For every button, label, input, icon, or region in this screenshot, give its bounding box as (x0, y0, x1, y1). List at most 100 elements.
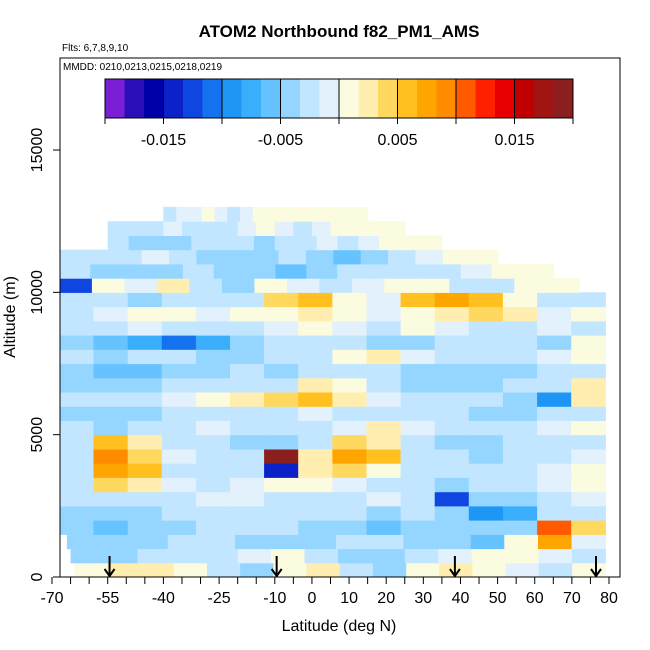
curtain-cell (176, 206, 190, 222)
curtain-cell (434, 491, 470, 507)
curtain-cell (161, 505, 197, 521)
curtain-cell (230, 420, 265, 436)
colorbar-tick-label: 0.005 (377, 132, 417, 149)
colorbar-swatch (222, 79, 242, 118)
y-tick-label: 0 (29, 572, 46, 581)
curtain-cell (522, 263, 554, 279)
curtain-cell (264, 505, 299, 521)
curtain-cell (468, 306, 504, 322)
curtain-cell (127, 306, 163, 322)
curtain-cell (400, 406, 436, 421)
y-tick-label: 15000 (29, 128, 46, 173)
curtain-cell (571, 320, 606, 336)
curtain-cell (366, 306, 402, 322)
down-arrow-icon (270, 556, 283, 578)
curtain-cell (107, 235, 130, 251)
colorbar-swatch (553, 79, 574, 118)
curtain-cell (468, 520, 504, 535)
curtain-cell (253, 235, 276, 251)
curtain-cell (240, 206, 254, 222)
curtain-cell (400, 292, 436, 308)
curtain-cell (264, 377, 299, 393)
curtain-cell (156, 278, 190, 293)
curtain-cell (298, 448, 333, 464)
curtain-cell (161, 306, 197, 322)
curtain-cell (127, 335, 163, 350)
curtain-cell (60, 306, 95, 322)
curtain-cell (434, 349, 470, 365)
curtain-cell (60, 406, 95, 421)
curtain-cell (161, 335, 197, 350)
curtain-cell (60, 349, 95, 365)
curtain-cell (298, 520, 333, 535)
curtain-cell (434, 477, 470, 493)
curtain-cell (337, 548, 372, 564)
colorbar-swatch (144, 79, 164, 118)
curtain-cell (502, 335, 538, 350)
curtain-cell (434, 406, 470, 421)
curtain-cell (502, 448, 538, 464)
curtain-cell (537, 448, 572, 464)
curtain-cell (571, 463, 606, 478)
curtain-cell (93, 406, 129, 421)
curtain-cell (366, 434, 402, 450)
curtain-cell (468, 477, 504, 493)
curtain-cell (537, 434, 572, 450)
curtain-cell (400, 235, 422, 251)
curtain-cell (502, 463, 538, 478)
curtain-cell (93, 420, 129, 436)
curtain-cell (537, 520, 572, 535)
curtain-cell (286, 278, 320, 293)
curtain-cell (60, 249, 88, 265)
curtain-cell (298, 306, 333, 322)
curtain-cell (332, 363, 368, 379)
curtain-cell (367, 221, 387, 236)
curtain-cell (195, 320, 231, 336)
curtain-cell (161, 434, 197, 450)
arrow-head (449, 568, 461, 578)
curtain-cell (366, 335, 402, 350)
curtain-cell (107, 221, 127, 236)
colorbar-swatch (261, 79, 281, 118)
curtain-cell (537, 363, 572, 379)
colorbar-swatch (124, 79, 145, 118)
curtain-cell (388, 249, 417, 265)
colorbar-swatch (397, 79, 418, 118)
curtain-cell (366, 406, 402, 421)
curtain-cell (169, 249, 197, 265)
curtain-cell (537, 349, 572, 365)
curtain-cell (93, 505, 129, 521)
x-tick-label: 60 (526, 590, 544, 607)
curtain-cell (399, 263, 431, 279)
curtain-cell (293, 221, 313, 236)
curtain-cell (93, 292, 129, 308)
curtain-cell (502, 377, 538, 393)
arrow-head (270, 568, 283, 578)
curtain-cell (366, 491, 402, 507)
curtain-cell (366, 420, 402, 436)
x-tick-label: 40 (452, 590, 470, 607)
curtain-cell (298, 434, 333, 450)
curtain-cell (298, 477, 333, 493)
curtain-cell (319, 278, 353, 293)
curtain-cell (434, 520, 470, 535)
curtain-cell (502, 320, 538, 336)
curtain-cell (305, 249, 334, 265)
curtain-cell (505, 562, 540, 577)
curtain-cell (384, 278, 418, 293)
curtain-cell (60, 477, 95, 493)
curtain-cell (170, 548, 205, 564)
curtain-cell (358, 235, 380, 251)
curtain-cell (230, 491, 265, 507)
curtain-cell (93, 335, 129, 350)
curtain-cell (332, 505, 368, 521)
curtain-cell (161, 406, 197, 421)
curtain-cell (400, 320, 436, 336)
curtain-cell (470, 249, 499, 265)
curtain-cell (214, 206, 228, 222)
curtain-cell (195, 505, 231, 521)
curtain-cell (468, 335, 504, 350)
curtain-cell (60, 263, 91, 279)
curtain-cell (537, 306, 572, 322)
